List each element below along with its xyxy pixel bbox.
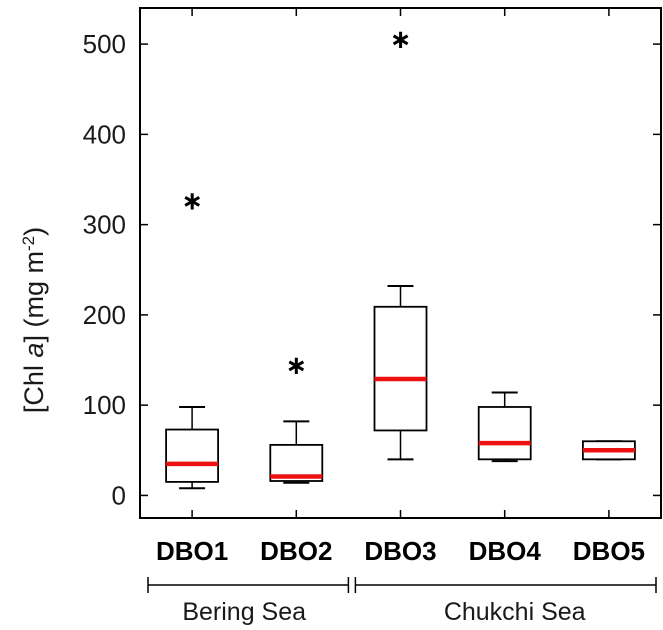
y-tick-label: 200 <box>83 300 126 330</box>
group-bracket-1: Chukchi Sea <box>354 577 657 626</box>
y-tick-label: 100 <box>83 390 126 420</box>
y-tick-label: 300 <box>83 210 126 240</box>
outlier-marker: ∗ <box>181 187 203 217</box>
x-tick-label-dbo2: DBO2 <box>260 536 332 566</box>
box-dbo3: ∗ <box>373 25 428 461</box>
y-axis-title-prefix: [Chl <box>19 358 49 414</box>
box-dbo4 <box>477 391 532 463</box>
outlier-marker: ∗ <box>390 25 412 55</box>
y-axis-title-superscript: -2 <box>19 236 38 251</box>
y-axis-title-italic: a <box>19 343 49 358</box>
iqr-box <box>373 305 428 432</box>
box-dbo1: ∗ <box>165 187 220 490</box>
x-tick-label-dbo5: DBO5 <box>573 536 645 566</box>
box-dbo2: ∗ <box>269 351 324 484</box>
box-dbo5 <box>582 440 636 461</box>
x-axis-category-labels: DBO1 DBO2 DBO3 DBO4 DBO5 <box>156 536 645 566</box>
y-axis-ticks: 0 100 200 300 400 500 <box>83 8 661 518</box>
x-tick-label-dbo4: DBO4 <box>469 536 542 566</box>
group-label: Bering Sea <box>182 598 306 626</box>
x-tick-label-dbo1: DBO1 <box>156 536 228 566</box>
group-label: Chukchi Sea <box>444 598 586 626</box>
iqr-box <box>165 428 220 483</box>
y-tick-label: 500 <box>83 29 126 59</box>
y-axis-title-middle: ] (mg m <box>19 251 49 343</box>
group-brackets: Bering Sea Chukchi Sea <box>147 577 657 626</box>
y-tick-label: 400 <box>83 119 126 149</box>
x-tick-label-dbo3: DBO3 <box>364 536 436 566</box>
y-axis-title-suffix: ) <box>19 227 49 236</box>
y-tick-label: 0 <box>112 480 126 510</box>
y-axis-title: [Chl a] (mg m-2) <box>19 227 49 413</box>
outlier-marker: ∗ <box>285 351 307 381</box>
box-series: ∗ ∗ ∗ <box>165 25 636 490</box>
group-bracket-0: Bering Sea <box>147 577 350 626</box>
iqr-box <box>477 406 532 461</box>
